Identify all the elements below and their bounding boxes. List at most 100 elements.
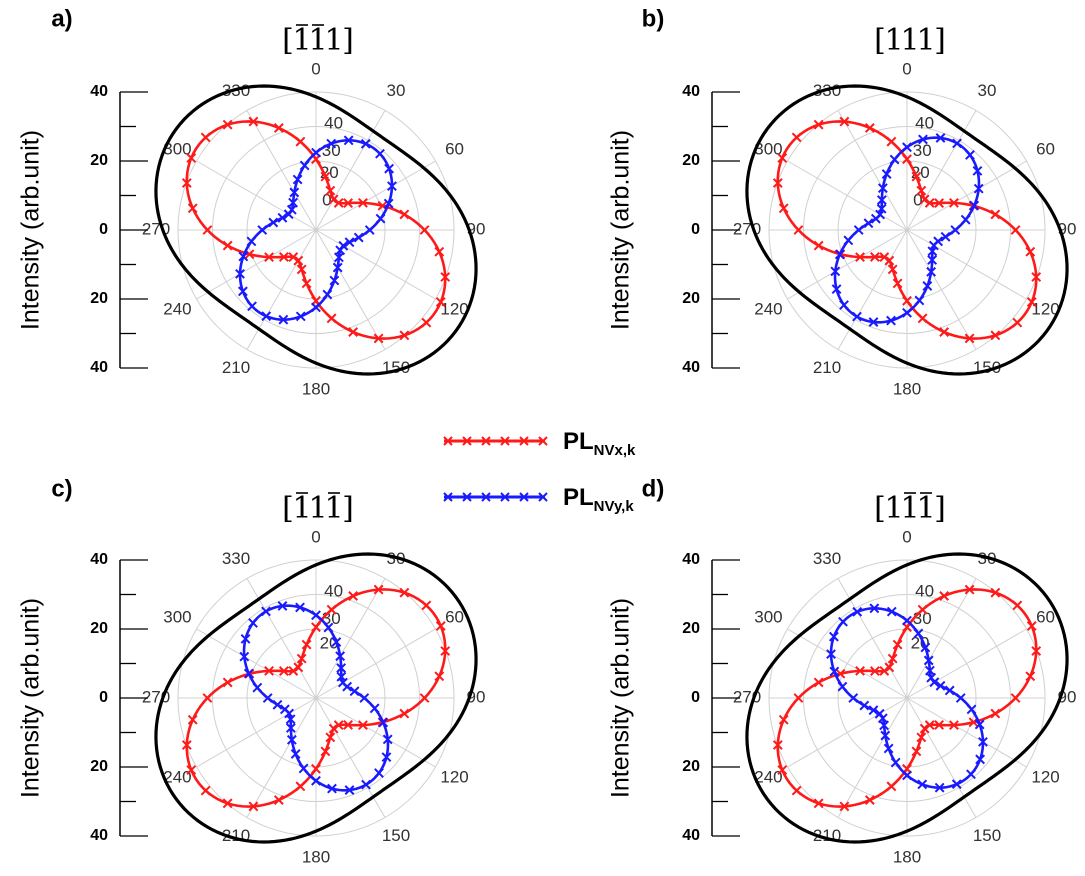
angular-gridline bbox=[315, 229, 386, 350]
data-marker bbox=[311, 147, 321, 158]
data-marker bbox=[326, 604, 337, 615]
polar-grid bbox=[177, 559, 455, 837]
data-marker bbox=[949, 720, 959, 731]
angle-tick-label: 0 bbox=[311, 59, 320, 78]
data-marker bbox=[922, 281, 933, 291]
angular-gridline bbox=[196, 697, 317, 768]
data-marker bbox=[813, 677, 824, 688]
data-marker bbox=[243, 668, 254, 679]
data-marker bbox=[927, 255, 938, 265]
data-marker bbox=[950, 225, 961, 235]
series-line bbox=[745, 84, 1069, 376]
angle-tick-label: 120 bbox=[440, 299, 468, 318]
data-marker bbox=[1025, 246, 1036, 257]
data-marker bbox=[311, 763, 321, 774]
direction-close-bracket: ] bbox=[342, 23, 354, 58]
data-marker bbox=[320, 746, 331, 757]
radial-tick-label: 40 bbox=[915, 114, 934, 133]
data-marker bbox=[990, 708, 1001, 719]
data-marker bbox=[911, 171, 922, 182]
angular-gridline bbox=[246, 110, 317, 231]
data-marker bbox=[892, 639, 903, 650]
data-marker bbox=[879, 252, 890, 262]
angular-gridline bbox=[246, 229, 317, 350]
angular-gridline bbox=[837, 229, 908, 350]
direction-index-3: 1 bbox=[324, 23, 343, 58]
y-axis-label: Intensity (arb.unit) bbox=[607, 598, 635, 798]
data-marker bbox=[277, 601, 288, 611]
radial-tick-label: 40 bbox=[915, 582, 934, 601]
data-marker bbox=[434, 671, 445, 682]
data-marker bbox=[990, 587, 1001, 598]
data-marker bbox=[1031, 646, 1042, 656]
data-marker bbox=[990, 330, 1001, 341]
direction-index-2: 1 bbox=[900, 491, 919, 526]
data-marker bbox=[293, 662, 304, 673]
data-marker bbox=[375, 148, 385, 159]
data-marker bbox=[343, 720, 354, 730]
polar-grid bbox=[177, 91, 455, 369]
data-marker bbox=[222, 798, 233, 809]
data-marker bbox=[913, 628, 924, 639]
angle-tick-label: 30 bbox=[978, 81, 997, 100]
angular-gridline bbox=[787, 697, 908, 768]
data-marker bbox=[879, 666, 890, 676]
direction-close-bracket: ] bbox=[934, 23, 946, 58]
data-marker bbox=[902, 154, 912, 165]
data-marker bbox=[246, 236, 257, 247]
data-marker bbox=[868, 317, 879, 327]
data-marker bbox=[187, 203, 198, 214]
data-marker bbox=[325, 732, 336, 743]
data-marker bbox=[949, 197, 959, 208]
data-marker bbox=[326, 313, 337, 324]
data-marker bbox=[929, 677, 940, 688]
data-marker bbox=[964, 584, 975, 595]
axis-tick-label: 0 bbox=[691, 689, 700, 706]
data-marker bbox=[387, 181, 397, 192]
direction-index-1: 1 bbox=[292, 23, 311, 58]
data-marker bbox=[434, 246, 445, 257]
data-marker bbox=[311, 302, 321, 313]
data-marker bbox=[235, 268, 245, 279]
angle-tick-label: 300 bbox=[754, 139, 782, 158]
data-marker bbox=[186, 153, 197, 163]
direction-close-bracket: ] bbox=[342, 491, 354, 526]
direction-index-2: 1 bbox=[308, 491, 327, 526]
data-marker bbox=[1026, 297, 1037, 307]
data-marker bbox=[311, 610, 321, 621]
data-marker bbox=[383, 198, 394, 209]
data-marker bbox=[399, 330, 410, 341]
panel-label: c) bbox=[51, 475, 72, 502]
data-marker bbox=[278, 666, 289, 676]
data-marker bbox=[288, 252, 299, 262]
data-marker bbox=[778, 203, 789, 214]
angular-gridline bbox=[837, 578, 908, 699]
angle-tick-label: 0 bbox=[902, 527, 911, 546]
data-marker bbox=[301, 278, 312, 289]
data-marker bbox=[381, 752, 392, 763]
angular-gridline bbox=[787, 628, 908, 699]
data-marker bbox=[296, 264, 307, 275]
data-marker bbox=[772, 178, 783, 188]
data-marker bbox=[364, 225, 375, 235]
data-marker bbox=[917, 779, 928, 790]
data-marker bbox=[884, 255, 895, 266]
data-marker bbox=[264, 665, 274, 676]
data-marker bbox=[349, 686, 360, 697]
angular-gridline bbox=[906, 160, 1027, 231]
direction-open-bracket: [ bbox=[282, 491, 294, 526]
data-marker bbox=[969, 200, 980, 211]
data-marker bbox=[889, 154, 900, 165]
data-marker bbox=[200, 785, 211, 796]
angle-tick-label: 210 bbox=[222, 358, 250, 377]
data-marker bbox=[826, 649, 836, 660]
intensity-axis: 40 20 0 20 40 Intensity (arb.unit) bbox=[17, 551, 148, 844]
data-marker bbox=[421, 600, 432, 611]
data-marker bbox=[286, 734, 297, 745]
data-marker bbox=[311, 775, 321, 786]
data-marker bbox=[290, 749, 301, 759]
data-marker bbox=[369, 703, 380, 714]
axis-tick-label: 40 bbox=[90, 359, 108, 376]
angular-gridline bbox=[837, 110, 908, 231]
data-marker bbox=[1012, 600, 1023, 611]
